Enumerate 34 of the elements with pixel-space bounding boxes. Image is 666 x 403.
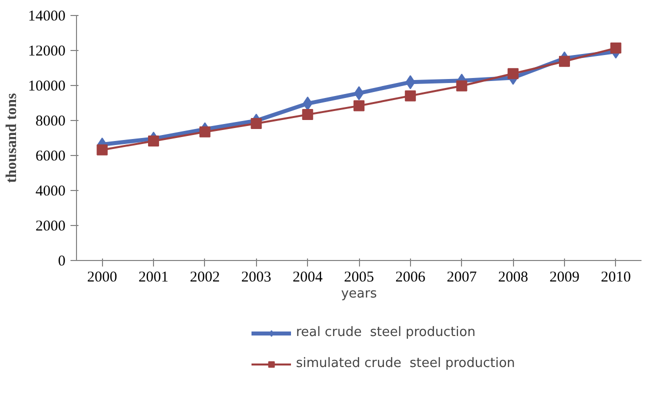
x-tick-label: 2001 (138, 270, 169, 286)
y-tick-label: 0 (58, 254, 66, 270)
x-tick-label: 2009 (549, 270, 580, 286)
y-tick-label: 2000 (36, 218, 66, 234)
point (404, 90, 416, 102)
y-axis-title: thousand tons (4, 93, 20, 183)
y-tick-label: 6000 (36, 148, 66, 164)
x-tick-label: 2004 (292, 270, 324, 286)
y-tick-label: 14000 (28, 8, 66, 24)
x-axis-title: years (341, 286, 378, 302)
y-tick-label: 8000 (36, 114, 66, 130)
x-tick-label: 2000 (87, 270, 118, 286)
point (250, 118, 262, 129)
y-tick-label: 4000 (36, 184, 66, 200)
x-tick-label: 2008 (498, 270, 528, 286)
legend-label: real crude steel production (296, 325, 476, 340)
y-tick-label: 10000 (28, 78, 66, 94)
x-tick-label: 2010 (600, 270, 631, 286)
point (148, 135, 160, 146)
x-tick-label: 2006 (395, 270, 426, 286)
point (354, 100, 364, 112)
point (302, 109, 314, 120)
point (508, 68, 519, 80)
x-tick-label: 2007 (446, 270, 478, 286)
legend-label: simulated crude steel production (296, 356, 516, 371)
point (96, 144, 108, 156)
point (199, 126, 210, 138)
y-tick-label: 12000 (28, 44, 66, 60)
x-tick-label: 2003 (241, 270, 272, 286)
x-tick-label: 2002 (190, 270, 220, 286)
point (558, 56, 570, 67)
point (456, 80, 468, 92)
point (610, 42, 622, 54)
x-tick-label: 2005 (344, 270, 374, 286)
